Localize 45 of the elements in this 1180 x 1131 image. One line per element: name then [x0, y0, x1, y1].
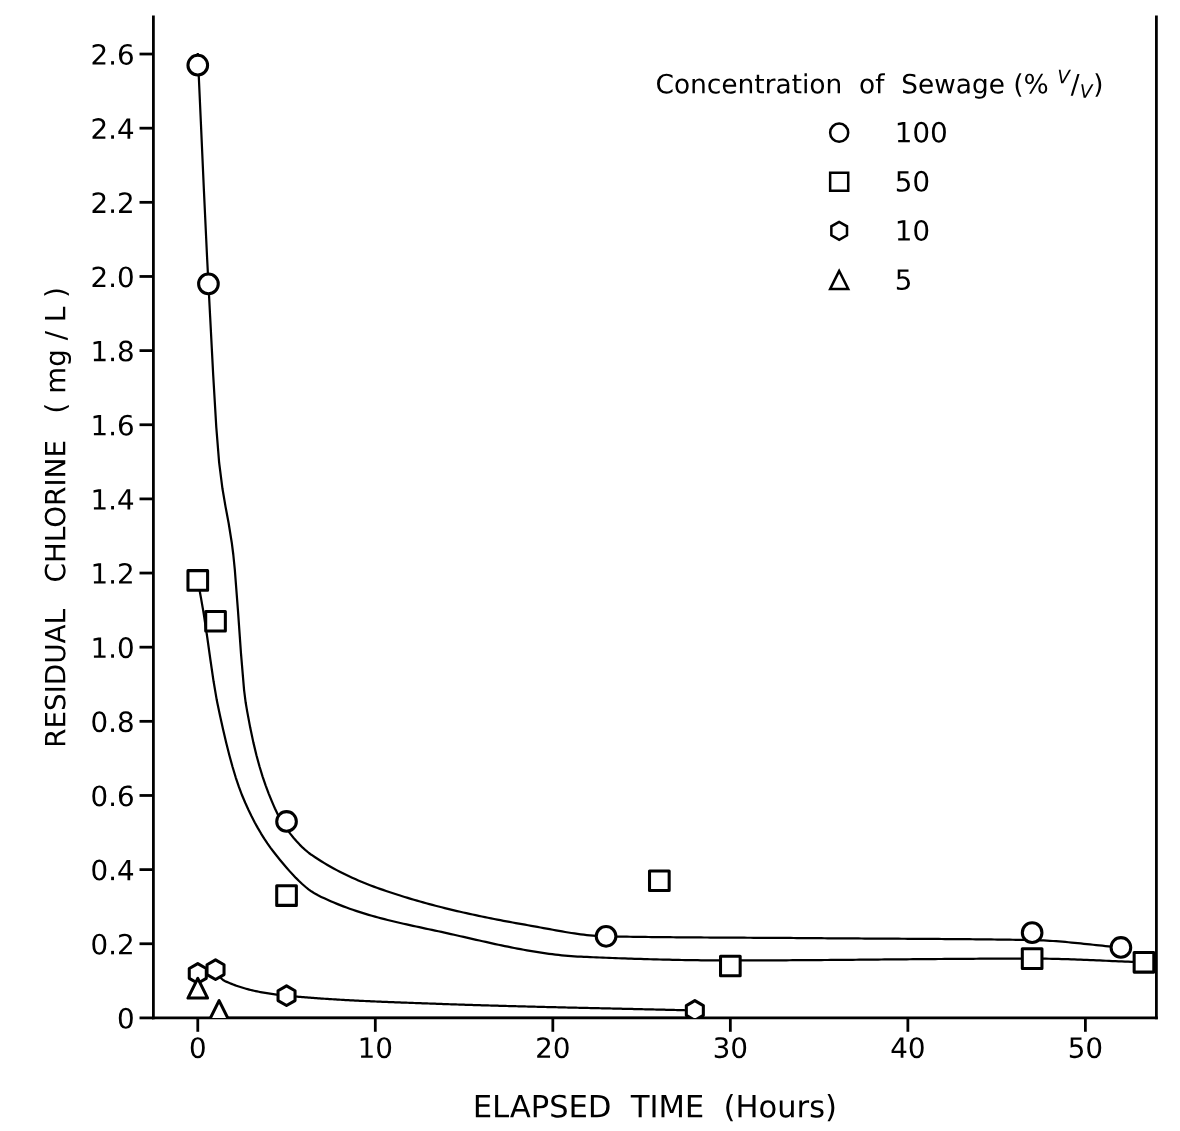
point: [1109, 936, 1133, 959]
point: [1132, 950, 1156, 974]
x-tick-label: 0: [190, 1037, 205, 1059]
y-tick-label: 0.6: [92, 785, 133, 807]
point: [647, 869, 671, 893]
point: [684, 999, 705, 1018]
x-tick-label: 50: [1069, 1037, 1102, 1059]
y-tick-label: 0.4: [92, 859, 134, 881]
y-tick-label: 2.6: [92, 43, 133, 65]
x-tick-label: 30: [714, 1037, 747, 1059]
y-tick-label: 1.4: [93, 489, 134, 510]
x-tick-label: 20: [537, 1037, 569, 1059]
y-tick-label: 0.2: [92, 933, 132, 955]
point: [197, 272, 220, 296]
point: [594, 924, 618, 948]
x-tick-label: 40: [891, 1037, 924, 1059]
x-axis-title: ELAPSED TIME (Hours): [475, 1094, 835, 1122]
legend-label: 10: [897, 219, 929, 241]
x-tick-label: 10: [360, 1037, 392, 1059]
y-tick-label: 1.6: [93, 414, 133, 436]
point: [1020, 921, 1044, 944]
point: [275, 884, 298, 907]
y-tick-label: 2.0: [92, 266, 133, 288]
point: [186, 976, 210, 1000]
legend-label: 5: [896, 269, 910, 291]
y-tick-label: 2.2: [92, 192, 132, 213]
point: [204, 609, 227, 633]
y-tick-label: 1.0: [93, 637, 133, 659]
point: [1020, 947, 1044, 970]
point: [186, 569, 210, 592]
legend-label: 100: [897, 121, 946, 143]
y-tick-label: 1.8: [93, 340, 133, 362]
point: [186, 53, 210, 77]
y-tick-label: 1.2: [93, 562, 132, 584]
legend-title: Concentration of Sewage (% $^{V}$/$_{V}$): [657, 69, 1102, 99]
y-tick-label: 0.8: [92, 711, 133, 733]
y-axis-title: RESIDUAL CHLORINE ( mg / L ): [44, 289, 72, 746]
point: [275, 810, 298, 833]
point: [719, 954, 742, 978]
point: [205, 958, 226, 982]
point: [207, 999, 231, 1018]
y-tick-label: 2.4: [92, 118, 134, 139]
point: [276, 984, 297, 1008]
legend-label: 50: [896, 170, 929, 192]
y-tick-label: 0: [118, 1007, 133, 1029]
